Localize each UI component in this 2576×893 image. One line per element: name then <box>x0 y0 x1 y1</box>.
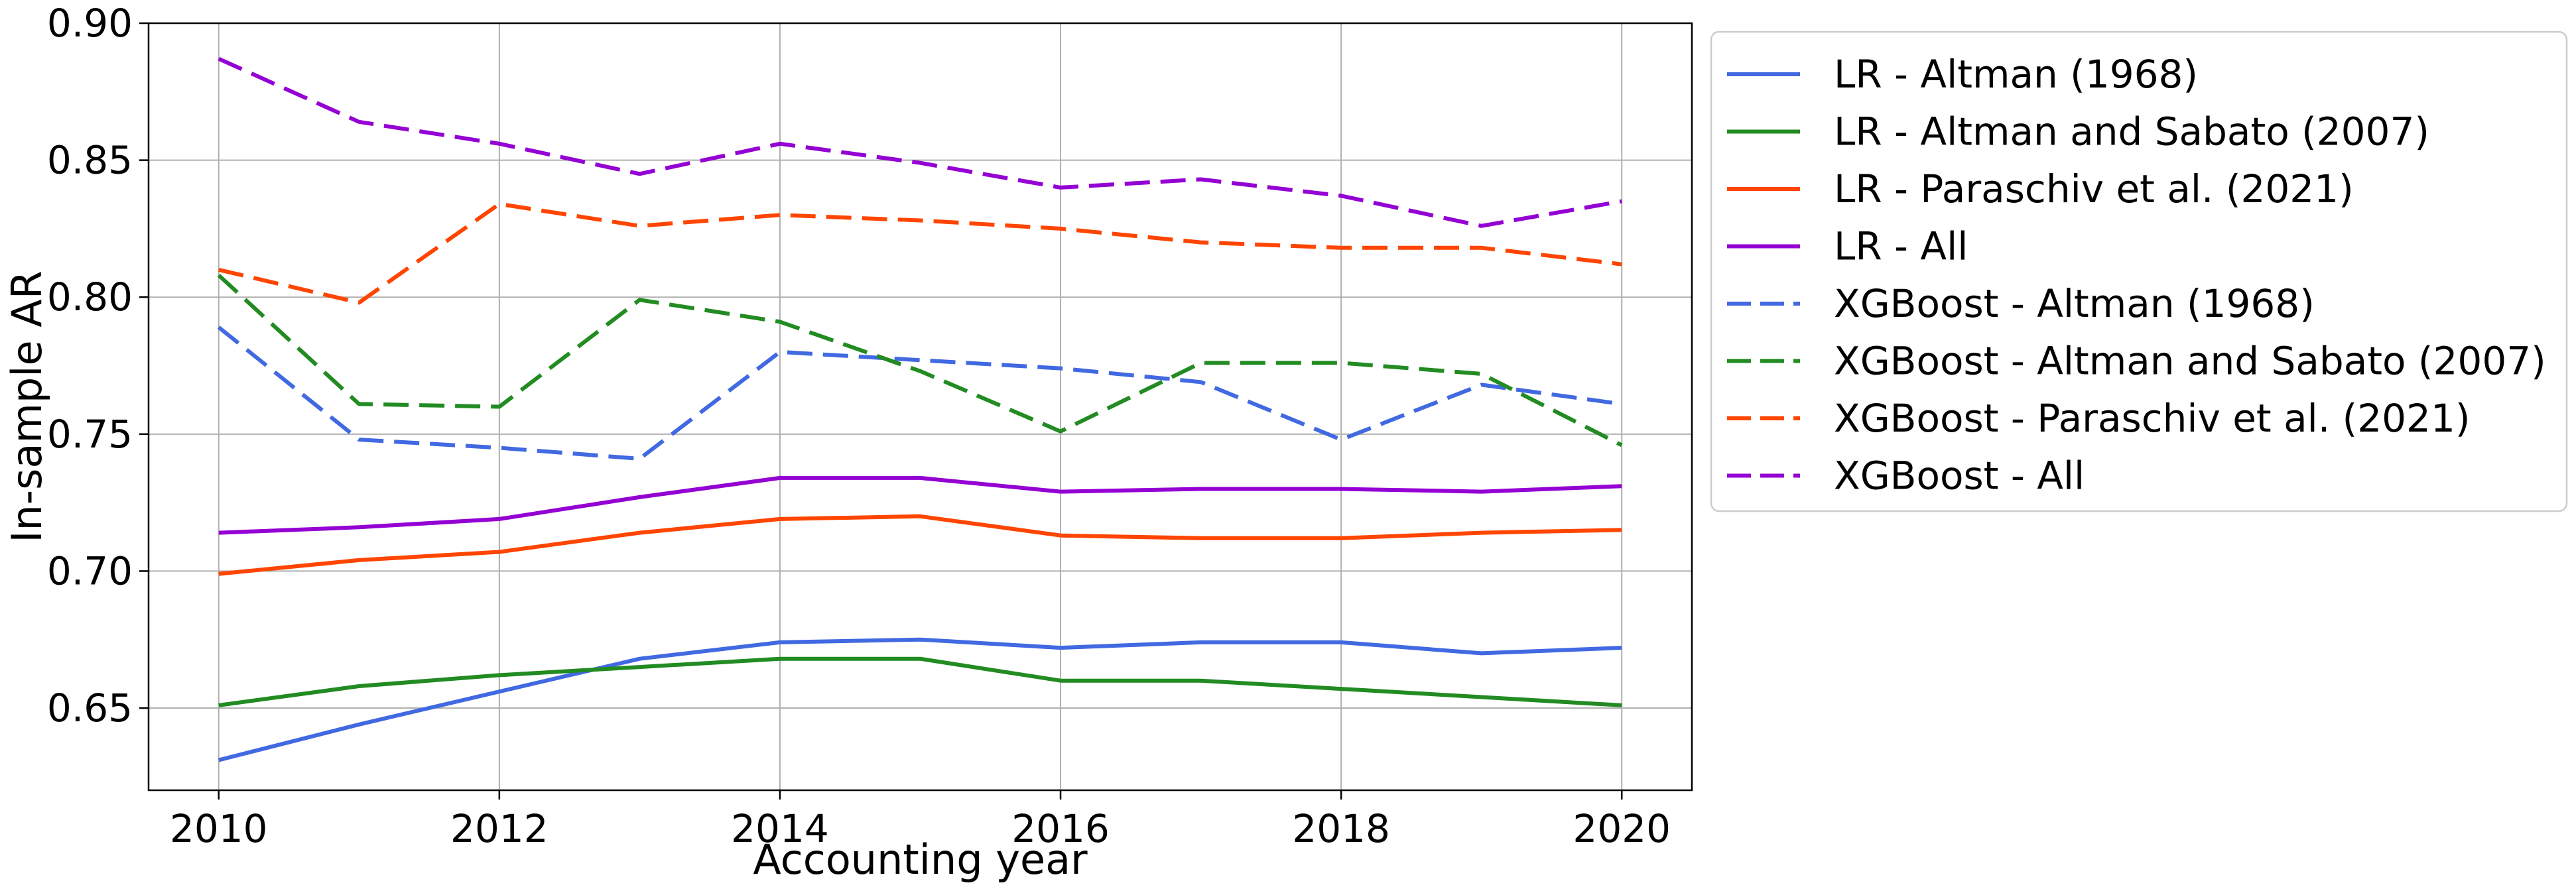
legend-label: XGBoost - Altman and Sabato (2007) <box>1834 339 2546 384</box>
y-tick-label: 0.85 <box>47 138 133 183</box>
legend-label: LR - Altman (1968) <box>1834 52 2198 97</box>
x-axis-label: Accounting year <box>753 835 1088 884</box>
x-tick-label: 2014 <box>731 806 829 851</box>
plot-area-frame <box>147 22 1693 792</box>
legend-label: XGBoost - Altman (1968) <box>1834 281 2315 326</box>
series-line-2 <box>218 514 1622 576</box>
series-line-4 <box>217 326 1622 461</box>
y-tick-label: 0.70 <box>47 548 133 593</box>
series-lines <box>217 56 1623 762</box>
series-line-1 <box>218 656 1622 707</box>
y-axis-label: In-sample AR <box>3 270 51 543</box>
legend-label: LR - Paraschiv et al. (2021) <box>1834 166 2354 211</box>
legend: LR - Altman (1968) LR - Altman and Sabato… <box>1710 30 2568 512</box>
x-tick-label: 2018 <box>1292 806 1390 851</box>
series-line-5 <box>217 273 1623 447</box>
axis-ticks: 2010 2012 2014 2016 2018 2020 0.65 0.70 0.75 0.80… <box>47 1 1671 851</box>
y-tick-label: 0.75 <box>47 412 133 457</box>
series-line-6 <box>218 202 1622 305</box>
legend-label: XGBoost - Paraschiv et al. (2021) <box>1834 396 2471 441</box>
y-tick-label: 0.65 <box>47 685 133 731</box>
y-tick-label: 0.90 <box>47 1 133 46</box>
legend-label: LR - All <box>1834 224 1968 269</box>
series-line-7 <box>218 56 1622 228</box>
series-line-0 <box>218 637 1622 762</box>
x-tick-label: 2016 <box>1011 806 1110 851</box>
y-tick-label: 0.80 <box>47 274 133 320</box>
grid-lines <box>149 23 1692 790</box>
x-tick-label: 2020 <box>1573 806 1671 851</box>
legend-label: XGBoost - All <box>1834 453 2085 499</box>
x-tick-label: 2012 <box>450 806 548 851</box>
x-tick-label: 2010 <box>170 806 268 851</box>
series-line-3 <box>218 475 1622 535</box>
legend-frame <box>1710 30 2568 512</box>
legend-label: LR - Altman and Sabato (2007) <box>1834 109 2429 154</box>
